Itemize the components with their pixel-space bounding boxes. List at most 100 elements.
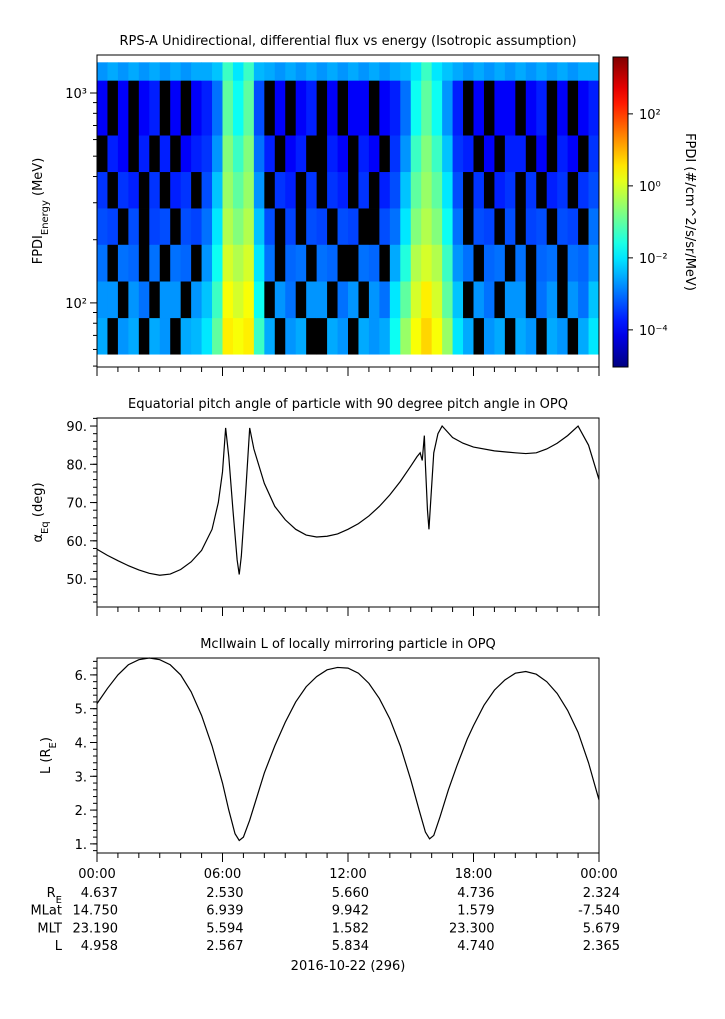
flux-cell: [117, 317, 129, 355]
flux-cell: [421, 208, 433, 245]
flux-cell: [138, 62, 150, 81]
flux-cell: [274, 80, 286, 136]
panel-title: McIlwain L of locally mirroring particle…: [200, 637, 496, 652]
flux-cell: [358, 281, 370, 319]
flux-cell: [431, 62, 443, 81]
x-tick-label: 12:00: [329, 867, 366, 882]
flux-cell: [379, 281, 391, 319]
flux-cell: [253, 281, 265, 319]
flux-cell: [201, 135, 213, 173]
flux-cell: [358, 135, 370, 173]
flux-cell: [400, 135, 412, 173]
y-axis-label-part: ): [39, 737, 54, 742]
flux-cell: [222, 317, 234, 355]
flux-cell: [170, 208, 182, 245]
flux-cell: [421, 244, 433, 282]
flux-cell: [274, 317, 286, 355]
flux-cell: [222, 62, 234, 81]
flux-cell: [515, 80, 527, 136]
flux-cell: [410, 244, 422, 282]
flux-cell: [494, 244, 506, 282]
y-tick-label: 50.: [66, 573, 87, 588]
flux-cell: [473, 80, 485, 136]
flux-cell: [389, 62, 401, 81]
y-tick-label: 70.: [66, 497, 87, 512]
ephemeris-value: 5.834: [332, 939, 369, 954]
flux-cell: [337, 317, 349, 355]
flux-cell: [243, 281, 255, 319]
flux-cell: [180, 317, 192, 355]
flux-cell: [327, 171, 338, 209]
flux-cell: [504, 171, 516, 209]
y-axis-label-part: Eq: [40, 521, 51, 534]
flux-cell: [138, 281, 150, 319]
flux-cell: [483, 80, 495, 136]
flux-cell: [149, 135, 161, 173]
ephemeris-row-label: MLT: [37, 921, 62, 936]
flux-cell: [494, 208, 506, 245]
flux-cell: [170, 244, 182, 282]
flux-cell: [410, 62, 422, 81]
flux-cell: [452, 62, 464, 81]
flux-cell: [546, 135, 558, 173]
flux-cell: [180, 281, 192, 319]
flux-cell: [442, 208, 453, 245]
flux-cell: [452, 80, 464, 136]
flux-cell: [463, 135, 474, 173]
flux-cell: [588, 171, 600, 209]
flux-cell: [316, 62, 328, 81]
flux-cell: [578, 135, 589, 173]
flux-cell: [379, 171, 391, 209]
flux-cell: [316, 317, 328, 355]
y-tick-label: 4.: [75, 736, 87, 751]
flux-cell: [107, 135, 119, 173]
flux-cell: [389, 135, 401, 173]
flux-cell: [327, 281, 338, 319]
flux-cell: [567, 135, 579, 173]
flux-cell: [295, 208, 307, 245]
y-axis-label: FPDIEnergy (MeV): [31, 158, 51, 265]
flux-cell: [379, 80, 391, 136]
ephemeris-value: 23.300: [449, 921, 495, 936]
flux-cell: [159, 208, 171, 245]
flux-cell: [191, 208, 202, 245]
flux-cell: [222, 208, 234, 245]
flux-cell: [253, 208, 265, 245]
flux-cell: [337, 171, 349, 209]
flux-cell: [201, 80, 213, 136]
flux-cell: [567, 171, 579, 209]
flux-cell: [327, 317, 338, 355]
flux-cell: [212, 80, 223, 136]
flux-cell: [515, 244, 527, 282]
flux-cell: [494, 62, 506, 81]
flux-cell: [149, 62, 161, 81]
flux-cell: [442, 80, 453, 136]
flux-cell: [421, 317, 433, 355]
flux-cell: [97, 80, 108, 136]
flux-cell: [494, 317, 506, 355]
flux-cell: [463, 244, 474, 282]
flux-cell: [149, 317, 161, 355]
flux-cell: [389, 244, 401, 282]
flux-cell: [170, 80, 182, 136]
flux-cell: [107, 62, 119, 81]
flux-cell: [368, 208, 380, 245]
flux-cell: [348, 317, 359, 355]
flux-cell: [463, 317, 474, 355]
flux-cell: [306, 244, 318, 282]
flux-cell: [557, 281, 569, 319]
flux-cell: [253, 317, 265, 355]
flux-cell: [442, 244, 453, 282]
colorbar-tick-label: 10⁻²: [639, 252, 668, 267]
flux-cell: [473, 171, 485, 209]
y-axis-label-part: FPDI: [31, 235, 46, 264]
flux-cell: [327, 244, 338, 282]
flux-cell: [159, 244, 171, 282]
flux-cell: [128, 135, 140, 173]
flux-cell: [358, 80, 370, 136]
ephemeris-value: 4.637: [81, 886, 118, 901]
flux-cell: [201, 281, 213, 319]
flux-cell: [483, 244, 495, 282]
flux-cell: [222, 171, 234, 209]
